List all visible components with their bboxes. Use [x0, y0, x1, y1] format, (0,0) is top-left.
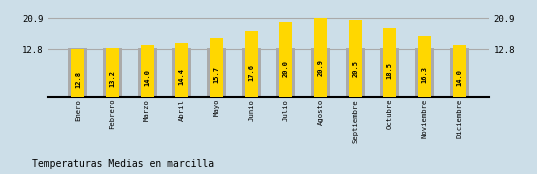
Bar — [244, 31, 258, 97]
Bar — [106, 48, 119, 97]
Text: 16.3: 16.3 — [422, 66, 427, 82]
Text: 20.9: 20.9 — [317, 59, 323, 76]
Text: 18.5: 18.5 — [387, 62, 393, 79]
Bar — [137, 48, 157, 97]
Bar — [277, 48, 295, 97]
Text: 20.5: 20.5 — [352, 60, 358, 77]
Bar — [68, 48, 88, 97]
Bar — [175, 43, 188, 97]
Bar — [242, 48, 260, 97]
Bar — [415, 48, 434, 97]
Bar — [453, 45, 466, 97]
Bar — [383, 27, 396, 97]
Bar — [449, 48, 469, 97]
Bar — [418, 36, 431, 97]
Bar — [311, 48, 330, 97]
Bar — [314, 18, 327, 97]
Text: 17.6: 17.6 — [248, 64, 254, 81]
Bar — [279, 22, 293, 97]
Text: 20.0: 20.0 — [283, 60, 289, 77]
Bar — [207, 48, 226, 97]
Text: 14.0: 14.0 — [456, 69, 462, 86]
Text: Temperaturas Medias en marcilla: Temperaturas Medias en marcilla — [32, 159, 214, 169]
Text: 15.7: 15.7 — [214, 66, 220, 83]
Bar — [380, 48, 400, 97]
Bar — [210, 38, 223, 97]
Bar — [346, 48, 365, 97]
Text: 14.0: 14.0 — [144, 69, 150, 86]
Text: 12.8: 12.8 — [75, 71, 81, 88]
Text: 13.2: 13.2 — [110, 70, 115, 87]
Bar — [172, 48, 191, 97]
Bar — [349, 20, 362, 97]
Bar — [141, 45, 154, 97]
Text: 14.4: 14.4 — [179, 68, 185, 85]
Bar — [103, 48, 122, 97]
Bar — [71, 49, 84, 97]
